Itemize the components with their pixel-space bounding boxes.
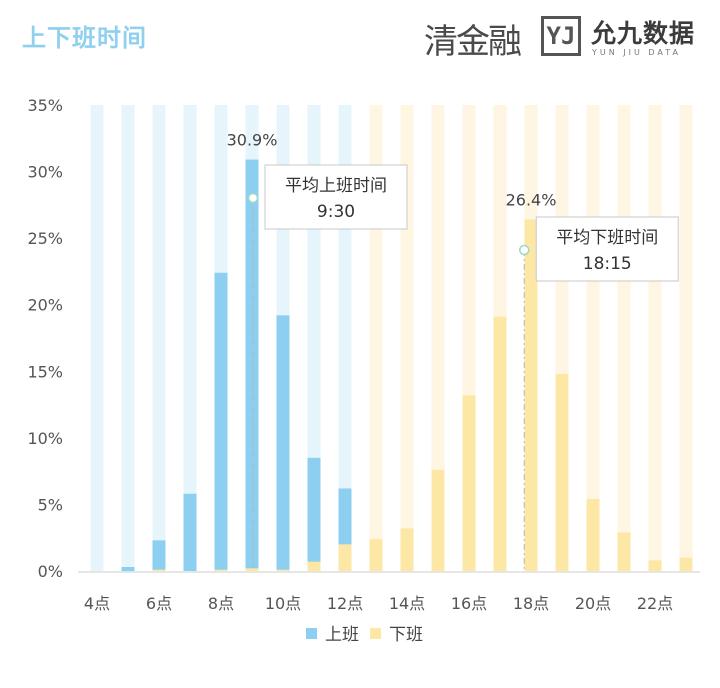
average-marker bbox=[519, 244, 530, 256]
average-marker bbox=[247, 192, 259, 204]
bar-commute-out bbox=[586, 499, 600, 571]
bar-commute-out bbox=[431, 469, 445, 571]
bar-track bbox=[648, 105, 662, 571]
bar-commute-out bbox=[462, 395, 476, 571]
x-tick-label: 6点 bbox=[146, 594, 172, 613]
x-tick-label: 10点 bbox=[265, 594, 301, 613]
bar-commute-in bbox=[121, 567, 135, 571]
y-tick-label: 10% bbox=[27, 429, 63, 448]
legend-label-commute-in: 上班 bbox=[325, 625, 359, 645]
bar-commute-out bbox=[679, 557, 693, 571]
brand-logo-right-subtitle: YUN JIU DATA bbox=[592, 48, 681, 57]
legend-swatch-commute-in bbox=[306, 628, 317, 639]
bar-commute-out bbox=[400, 528, 414, 571]
bar-commute-in bbox=[214, 272, 228, 571]
x-tick-label: 12点 bbox=[327, 594, 363, 613]
bar-commute-out bbox=[338, 544, 352, 571]
bar-commute-out bbox=[245, 568, 259, 571]
y-tick-label: 30% bbox=[27, 163, 63, 182]
legend-label-commute-out: 下班 bbox=[389, 625, 423, 645]
bar-commute-out bbox=[307, 561, 321, 571]
average-callout-box bbox=[535, 216, 679, 282]
bar-track bbox=[679, 105, 693, 571]
average-callout-value: 9:30 bbox=[317, 202, 355, 222]
bar-commute-in bbox=[245, 159, 259, 572]
bar-commute-out bbox=[369, 539, 383, 571]
bar-commute-in bbox=[307, 457, 321, 571]
average-callout-title: 平均下班时间 bbox=[556, 228, 658, 248]
y-tick-label: 0% bbox=[38, 562, 63, 581]
x-tick-label: 4点 bbox=[84, 594, 110, 613]
legend-swatch-commute-out bbox=[370, 628, 381, 639]
x-tick-label: 14点 bbox=[389, 594, 425, 613]
bar-track bbox=[431, 105, 445, 571]
bar-commute-out bbox=[214, 569, 228, 571]
bar-track bbox=[90, 105, 104, 571]
bar-commute-in bbox=[276, 315, 290, 571]
data-label: 30.9% bbox=[227, 131, 278, 150]
y-tick-label: 25% bbox=[27, 229, 63, 248]
bar-commute-out bbox=[276, 569, 290, 571]
brand-logo-left: 清金融 bbox=[424, 22, 522, 62]
x-tick-label: 16点 bbox=[451, 594, 487, 613]
bar-track bbox=[183, 105, 197, 571]
data-label: 26.4% bbox=[506, 191, 557, 210]
brand-logo-right-name: 允九数据 bbox=[591, 19, 696, 48]
x-tick-label: 22点 bbox=[637, 594, 673, 613]
y-tick-label: 20% bbox=[27, 296, 63, 315]
y-tick-label: 5% bbox=[38, 495, 63, 514]
x-tick-label: 18点 bbox=[513, 594, 549, 613]
bar-commute-out bbox=[617, 532, 631, 571]
average-callout-title: 平均上班时间 bbox=[285, 176, 387, 196]
bar-commute-out bbox=[555, 373, 569, 571]
bar-commute-out bbox=[493, 316, 507, 571]
y-tick-label: 15% bbox=[27, 362, 63, 381]
brand-logo-mark-icon: YJ bbox=[541, 16, 581, 56]
x-tick-label: 8点 bbox=[208, 594, 234, 613]
bar-commute-in bbox=[183, 493, 197, 571]
average-callout-value: 18:15 bbox=[583, 254, 632, 274]
average-callout-box bbox=[264, 164, 408, 230]
y-tick-label: 35% bbox=[27, 96, 63, 115]
bar-commute-out bbox=[648, 560, 662, 571]
x-tick-label: 20点 bbox=[575, 594, 611, 613]
bar-commute-out bbox=[152, 569, 166, 571]
bar-commute-in bbox=[152, 540, 166, 571]
bar-track bbox=[121, 105, 135, 571]
bar-commute-out bbox=[524, 219, 538, 571]
bar-track bbox=[617, 105, 631, 571]
chart-title: 上下班时间 bbox=[22, 24, 147, 52]
bar-track bbox=[152, 105, 166, 571]
